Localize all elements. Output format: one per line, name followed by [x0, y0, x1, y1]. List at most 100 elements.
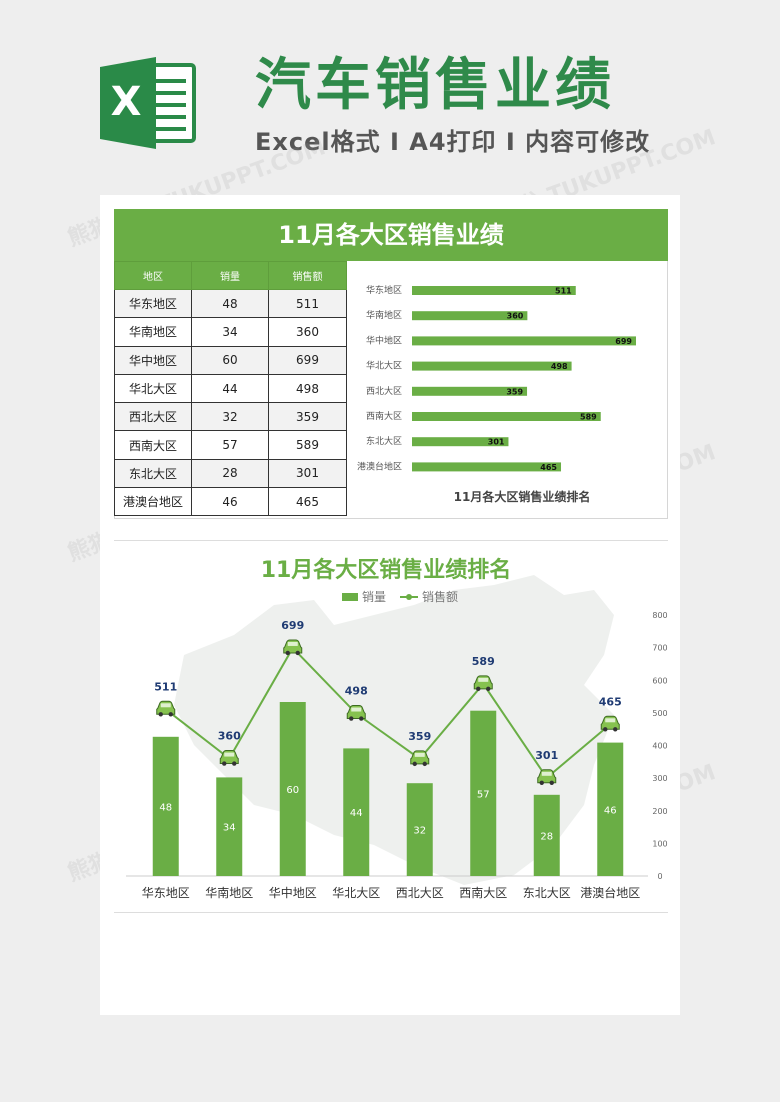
- right-axis-tick-label: 600: [652, 676, 667, 685]
- car-icon: [219, 750, 239, 766]
- hbar-category-label: 西南大区: [366, 410, 402, 422]
- volume-cell: 32: [191, 402, 269, 432]
- table-row: 华北大区 44 498: [114, 373, 347, 404]
- table-row: 华南地区 34 360: [114, 317, 347, 347]
- hbar-data-label: 465: [540, 463, 557, 472]
- volume-cell: 28: [191, 458, 269, 489]
- hbar-bar: [412, 386, 528, 396]
- hbar-category-label: 东北大区: [366, 435, 402, 447]
- sales-table: 地区 销量 销售额 华东地区 48 511 华南地区 34 360 华中地区 60 699 华北大…: [114, 261, 347, 517]
- region-cell: 华北大区: [114, 373, 192, 404]
- amount-data-label: 465: [599, 695, 622, 708]
- table-title: 11月各大区销售业绩: [114, 209, 668, 261]
- hbar-data-label: 301: [488, 438, 505, 447]
- volume-bar: [406, 783, 433, 876]
- volume-cell: 34: [191, 317, 269, 347]
- table-row: 东北大区 28 301: [114, 458, 347, 489]
- combo-chart-title: 11月各大区销售业绩排名: [261, 557, 512, 583]
- footer-divider: [114, 912, 668, 913]
- volume-bar: [279, 702, 306, 876]
- logo-letter: X: [111, 79, 142, 125]
- volume-bar: [343, 748, 370, 876]
- hbar-category-label: 华北大区: [366, 360, 402, 372]
- hbar-category-label: 西北大区: [366, 385, 402, 397]
- section-divider: [114, 540, 668, 541]
- region-cell: 西北大区: [114, 402, 192, 432]
- volume-bar-label: 57: [477, 789, 490, 800]
- amount-cell: 511: [268, 288, 347, 319]
- amount-cell: 465: [268, 487, 347, 517]
- hbar-category-label: 华中地区: [366, 334, 402, 346]
- column-header: 销售额: [268, 261, 347, 290]
- car-icon: [537, 769, 557, 785]
- hbar-bar: [412, 361, 572, 371]
- volume-cell: 57: [191, 430, 269, 460]
- hbar-data-label: 498: [551, 362, 568, 371]
- volume-bar-label: 46: [604, 805, 617, 816]
- region-cell: 华南地区: [114, 317, 192, 347]
- hbar-bar: [412, 462, 562, 472]
- right-axis-tick-label: 800: [652, 611, 667, 620]
- hbar-bar: [412, 412, 601, 421]
- table-row: 西北大区 32 359: [114, 402, 347, 432]
- hbar-bar: [412, 286, 576, 295]
- volume-cell: 44: [191, 373, 269, 404]
- amount-data-label: 359: [408, 730, 431, 743]
- car-icon: [410, 750, 430, 767]
- car-icon: [473, 675, 493, 692]
- legend-line-marker: [406, 594, 412, 600]
- column-header: 地区: [114, 261, 192, 290]
- hbar-data-label: 511: [555, 287, 572, 296]
- table-row: 港澳台地区 46 465: [114, 487, 347, 517]
- hbar-category-label: 华南地区: [366, 309, 402, 321]
- volume-bar-label: 34: [223, 823, 236, 834]
- horizontal-bar-chart: 华东地区 511 华南地区 360 华中地区 699 华北大区 498 西北大区 359 西南大区 5…: [357, 284, 636, 504]
- x-category-label: 华东地区: [142, 886, 190, 900]
- volume-bar: [533, 794, 560, 876]
- document-subtitle: Excel格式 I A4打印 I 内容可修改: [255, 128, 651, 156]
- amount-cell: 301: [268, 458, 347, 489]
- hbar-category-label: 港澳台地区: [357, 460, 402, 472]
- amount-data-label: 498: [345, 685, 368, 698]
- x-category-label: 西南大区: [459, 885, 507, 900]
- x-category-label: 华中地区: [269, 885, 317, 900]
- volume-bar-label: 28: [540, 831, 553, 842]
- legend-bar-label: 销量: [362, 590, 386, 604]
- volume-bar: [597, 742, 624, 876]
- legend-line-label: 销售额: [422, 589, 458, 604]
- right-axis-tick-label: 700: [652, 644, 667, 653]
- hbar-category-label: 华东地区: [366, 284, 402, 296]
- amount-data-label: 511: [154, 680, 177, 693]
- region-cell: 西南大区: [114, 430, 192, 460]
- x-category-label: 东北大区: [523, 886, 571, 900]
- region-cell: 港澳台地区: [114, 487, 192, 517]
- amount-data-label: 699: [281, 619, 304, 632]
- amount-data-label: 360: [218, 730, 241, 743]
- right-axis-tick-label: 200: [652, 807, 667, 816]
- volume-cell: 60: [191, 345, 269, 375]
- legend-bar-swatch: [342, 593, 358, 601]
- amount-cell: 589: [268, 430, 347, 460]
- amount-cell: 360: [268, 317, 347, 347]
- document-title: 汽车销售业绩: [255, 53, 615, 118]
- right-axis-tick-label: 0: [657, 872, 662, 881]
- amount-cell: 498: [268, 373, 347, 404]
- volume-bar: [216, 777, 243, 876]
- x-category-label: 华北大区: [332, 886, 380, 900]
- table-header-row: 地区 销量 销售额: [114, 261, 347, 290]
- volume-bar-label: 32: [413, 826, 426, 837]
- volume-bar: [152, 736, 179, 876]
- x-category-label: 港澳台地区: [580, 885, 640, 900]
- table-row: 华东地区 48 511: [114, 288, 347, 319]
- volume-cell: 46: [191, 487, 269, 517]
- hbar-data-label: 360: [507, 312, 524, 321]
- region-cell: 华中地区: [114, 345, 192, 375]
- car-icon: [156, 700, 176, 717]
- amount-data-label: 301: [535, 749, 558, 762]
- hbar-data-label: 359: [506, 387, 523, 396]
- right-axis-tick-label: 400: [652, 742, 667, 751]
- car-icon: [346, 705, 366, 721]
- volume-bar-label: 44: [350, 808, 363, 819]
- column-header: 销量: [191, 261, 269, 290]
